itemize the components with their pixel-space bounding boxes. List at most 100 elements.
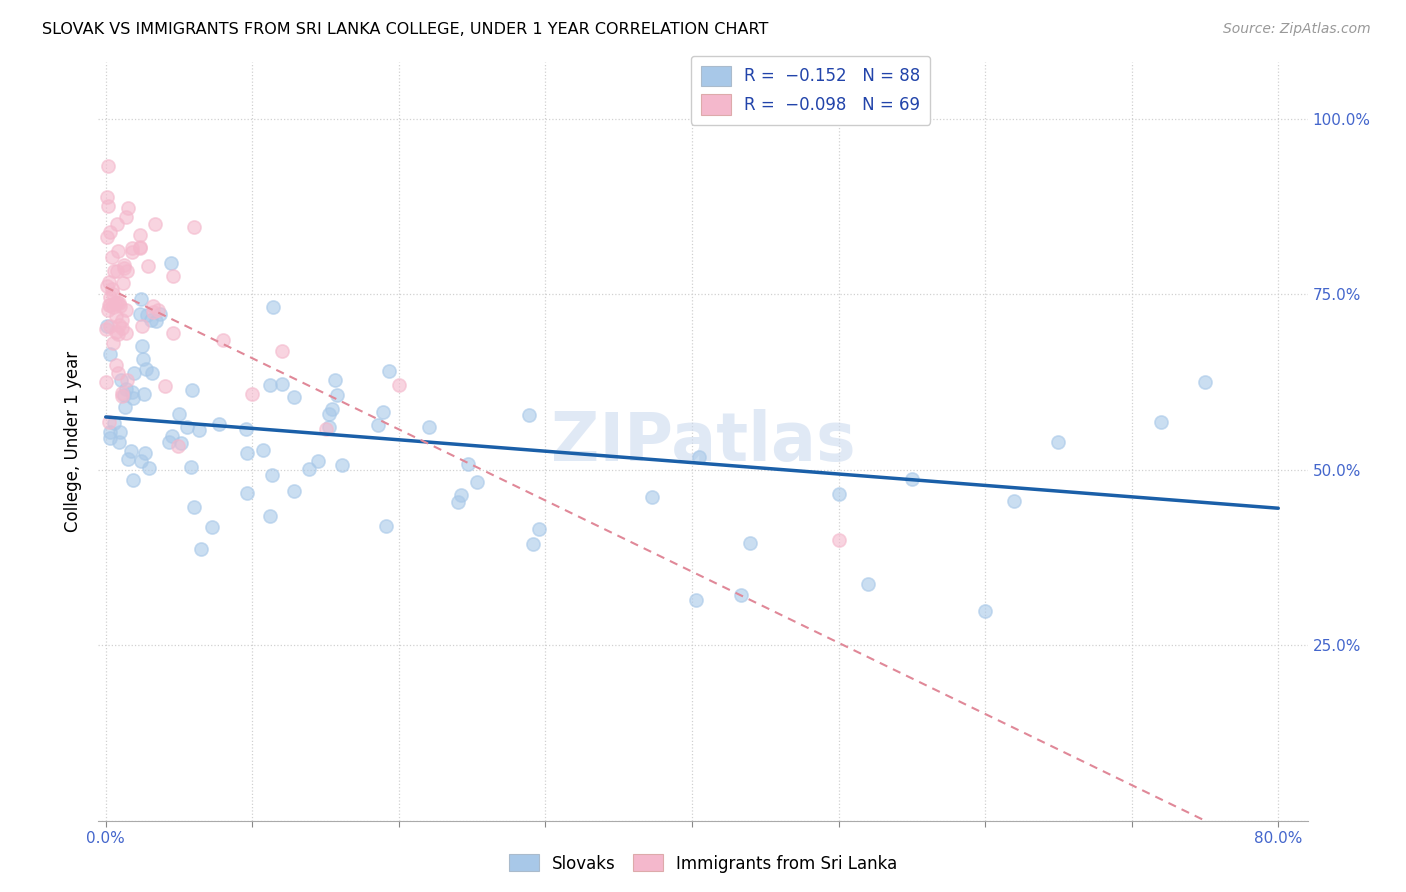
Point: [104, 310, 127, 324]
Point: [135, 308, 157, 322]
Point: [136, 259, 159, 273]
Point: [108, 435, 131, 450]
Point: [121, 245, 143, 260]
Point: [326, 388, 349, 402]
Point: [121, 384, 143, 399]
Y-axis label: College, Under 1 year: College, Under 1 year: [65, 351, 83, 533]
Point: [101, 300, 124, 314]
Point: [180, 459, 202, 474]
Point: [132, 386, 155, 401]
Point: [167, 439, 190, 453]
Point: [418, 420, 440, 434]
Point: [98, 298, 121, 312]
Point: [529, 523, 551, 537]
Point: [103, 416, 125, 430]
Point: [183, 220, 205, 235]
Point: [122, 473, 145, 487]
Point: [465, 475, 488, 489]
Point: [101, 335, 124, 350]
Point: [98, 275, 121, 289]
Point: [517, 408, 540, 422]
Point: [388, 377, 411, 392]
Point: [112, 388, 135, 402]
Point: [321, 402, 343, 417]
Point: [114, 401, 136, 415]
Point: [105, 326, 128, 340]
Point: [641, 490, 664, 504]
Point: [208, 417, 231, 432]
Point: [134, 446, 156, 460]
Point: [142, 299, 165, 313]
Point: [104, 296, 127, 310]
Point: [170, 435, 193, 450]
Point: [373, 405, 395, 419]
Point: [105, 218, 128, 232]
Point: [98, 225, 121, 239]
Text: SLOVAK VS IMMIGRANTS FROM SRI LANKA COLLEGE, UNDER 1 YEAR CORRELATION CHART: SLOVAK VS IMMIGRANTS FROM SRI LANKA COLL…: [42, 22, 769, 37]
Point: [153, 378, 176, 392]
Legend: R =  −0.152   N = 88, R =  −0.098   N = 69: R = −0.152 N = 88, R = −0.098 N = 69: [690, 55, 931, 125]
Point: [330, 458, 353, 473]
Point: [115, 373, 138, 387]
Point: [1004, 494, 1026, 508]
Point: [374, 519, 396, 533]
Point: [98, 290, 121, 304]
Point: [96, 322, 118, 336]
Point: [688, 450, 710, 464]
Point: [111, 313, 134, 327]
Point: [270, 376, 292, 391]
Point: [108, 318, 131, 332]
Point: [827, 533, 849, 547]
Point: [262, 300, 284, 314]
Point: [148, 302, 170, 317]
Point: [110, 299, 132, 313]
Point: [105, 295, 128, 310]
Point: [901, 472, 924, 486]
Point: [110, 373, 132, 387]
Point: [100, 431, 122, 445]
Point: [1150, 416, 1173, 430]
Point: [159, 256, 181, 270]
Point: [180, 383, 202, 397]
Text: ZIPatlas: ZIPatlas: [551, 409, 855, 475]
Point: [685, 593, 707, 607]
Point: [117, 451, 139, 466]
Point: [112, 260, 135, 275]
Point: [138, 460, 160, 475]
Point: [148, 307, 170, 321]
Point: [235, 485, 257, 500]
Point: [101, 287, 124, 301]
Point: [308, 454, 330, 468]
Point: [730, 588, 752, 602]
Point: [97, 303, 120, 318]
Point: [120, 444, 142, 458]
Point: [259, 378, 281, 392]
Point: [131, 338, 153, 352]
Point: [96, 190, 118, 204]
Point: [738, 536, 761, 550]
Point: [283, 483, 305, 498]
Point: [105, 264, 128, 278]
Point: [190, 542, 212, 557]
Point: [98, 297, 121, 311]
Point: [129, 292, 152, 306]
Legend: Slovaks, Immigrants from Sri Lanka: Slovaks, Immigrants from Sri Lanka: [502, 847, 904, 880]
Point: [114, 303, 136, 318]
Text: Source: ZipAtlas.com: Source: ZipAtlas.com: [1223, 22, 1371, 37]
Point: [129, 241, 152, 255]
Point: [447, 495, 470, 509]
Point: [283, 390, 305, 404]
Point: [101, 282, 124, 296]
Point: [128, 227, 150, 242]
Point: [96, 230, 118, 244]
Point: [105, 358, 128, 372]
Point: [141, 366, 163, 380]
Point: [96, 279, 118, 293]
Point: [98, 415, 121, 429]
Point: [112, 258, 135, 272]
Point: [1047, 435, 1070, 450]
Point: [129, 240, 152, 254]
Point: [201, 519, 224, 533]
Point: [457, 458, 479, 472]
Point: [122, 391, 145, 405]
